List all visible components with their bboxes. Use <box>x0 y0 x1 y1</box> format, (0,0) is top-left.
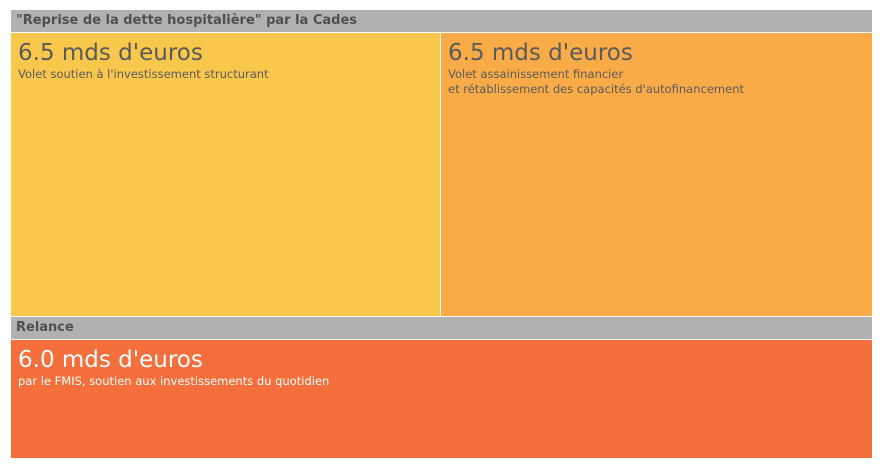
tile-description: Volet soutien à l'investissement structu… <box>18 67 269 81</box>
group-header-cades: "Reprise de la dette hospitalière" par l… <box>11 10 872 32</box>
tile-value: 6.5 mds d'euros <box>448 40 633 66</box>
tile-description: par le FMIS, soutien aux investissements… <box>18 374 330 388</box>
group-header-relance: Relance <box>11 317 872 339</box>
tile-description: Volet assainissement financier et rétabl… <box>448 67 744 96</box>
tile-assainissement-financier: 6.5 mds d'euros Volet assainissement fin… <box>441 33 872 316</box>
tile-value: 6.0 mds d'euros <box>18 347 203 373</box>
treemap-chart: "Reprise de la dette hospitalière" par l… <box>11 10 872 460</box>
tile-fmis: 6.0 mds d'euros par le FMIS, soutien aux… <box>11 340 872 458</box>
tile-value: 6.5 mds d'euros <box>18 40 203 66</box>
tile-investissement-structurant: 6.5 mds d'euros Volet soutien à l'invest… <box>11 33 440 316</box>
